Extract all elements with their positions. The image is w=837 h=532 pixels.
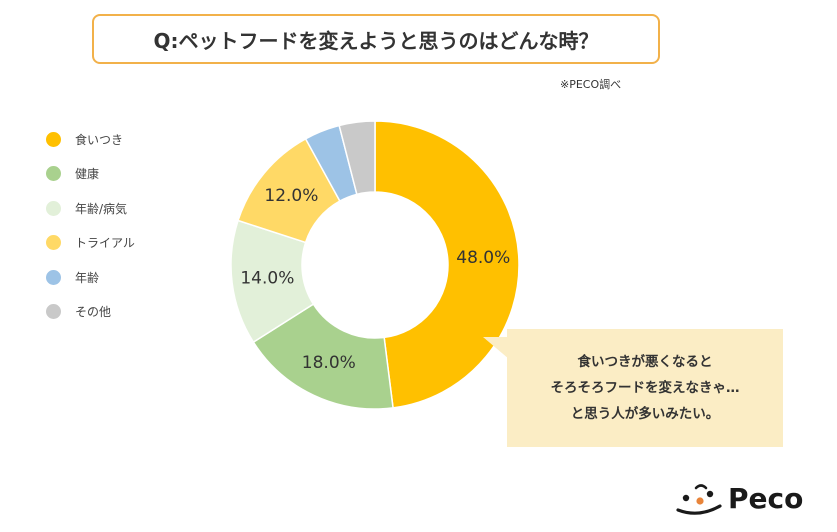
donut-slice (374, 120, 520, 409)
donut-slice (252, 303, 394, 410)
legend-swatch (46, 200, 61, 216)
legend-item: 年齢/病気 (46, 191, 135, 226)
source-note: ※PECO調べ (560, 78, 622, 91)
chart-title: Q:ペットフードを変えようと思うのはどんな時？ (92, 14, 660, 64)
legend-swatch (46, 131, 61, 147)
callout-box: 食いつきが悪くなると そろそろフードを変えなきゃ… と思う人が多いみたい。 (507, 329, 783, 447)
legend-label: 年齢 (75, 270, 100, 285)
callout-tail (483, 337, 509, 359)
peco-logo: Peco (674, 478, 803, 518)
legend-item: その他 (46, 295, 135, 330)
data-label: 14.0% (240, 269, 294, 289)
legend-label: 食いつき (75, 132, 124, 147)
legend-swatch (46, 166, 61, 182)
legend-label: 年齢/病気 (75, 201, 128, 216)
chart-legend: 食いつき 健康 年齢/病気 トライアル 年齢 その他 (46, 122, 135, 329)
donut-slice (338, 120, 376, 196)
callout-line: 食いつきが悪くなると (577, 354, 713, 370)
legend-label: その他 (75, 305, 112, 320)
legend-item: トライアル (46, 226, 135, 261)
legend-item: 健康 (46, 157, 135, 192)
legend-label: 健康 (75, 167, 100, 182)
callout-line: そろそろフードを変えなきゃ… (550, 380, 740, 396)
legend-item: 食いつき (46, 122, 135, 157)
logo-text: Peco (728, 481, 804, 515)
data-label: 12.0% (264, 186, 318, 206)
pet-face-icon (676, 484, 722, 515)
legend-swatch (46, 269, 61, 285)
legend-item: 年齢 (46, 260, 135, 295)
callout-line: と思う人が多いみたい。 (570, 406, 720, 422)
legend-swatch (46, 304, 61, 320)
data-label: 18.0% (302, 353, 356, 373)
legend-swatch (46, 235, 61, 251)
data-label: 48.0% (456, 248, 510, 268)
legend-label: トライアル (75, 236, 135, 251)
